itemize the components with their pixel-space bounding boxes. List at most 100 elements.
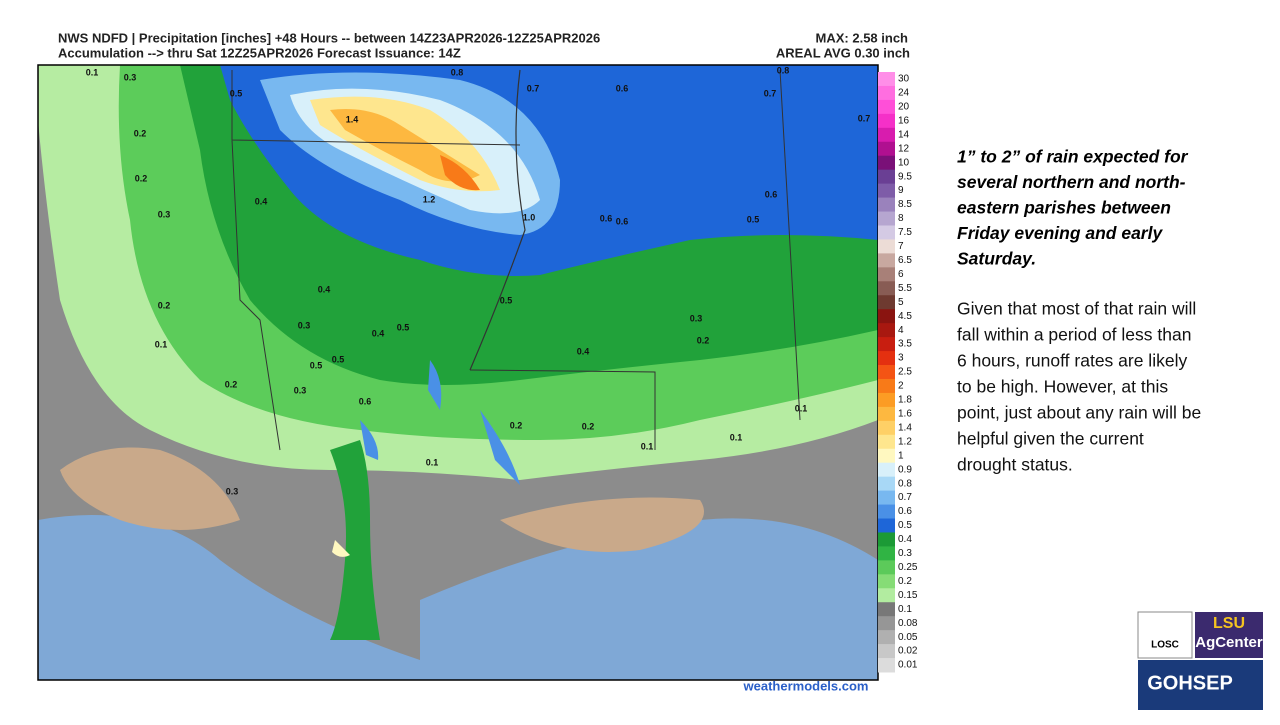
legend: 302420161412109.598.587.576.565.554.543.…	[878, 72, 918, 673]
map-label: 0.2	[582, 421, 595, 431]
legend-swatch	[878, 141, 895, 157]
map-label: 0.5	[747, 214, 760, 224]
legend-swatch	[878, 392, 895, 408]
heading-line: Friday evening and early	[957, 223, 1163, 243]
legend-swatch	[878, 127, 895, 143]
legend-label: 9.5	[898, 171, 912, 182]
legend-swatch	[878, 434, 895, 450]
legend-swatch	[878, 490, 895, 506]
map-label: 0.1	[641, 441, 654, 451]
legend-label: 5.5	[898, 283, 912, 294]
legend-swatch	[878, 113, 895, 129]
legend-swatch	[878, 155, 895, 171]
map-label: 0.7	[527, 83, 540, 93]
legend-label: 0.4	[898, 534, 912, 545]
map-label: 0.4	[577, 346, 590, 356]
legend-label: 0.5	[898, 520, 912, 531]
map-label: 0.7	[764, 88, 777, 98]
legend-swatch	[878, 574, 895, 589]
map-label: 1.2	[423, 194, 436, 204]
legend-swatch	[878, 72, 895, 87]
legend-label: 1	[898, 450, 904, 461]
legend-swatch	[878, 267, 895, 282]
legend-label: 20	[898, 102, 910, 113]
legend-label: 0.1	[898, 604, 912, 615]
legend-label: 3.5	[898, 339, 912, 350]
map-label: 0.3	[298, 320, 311, 330]
legend-swatch	[878, 85, 895, 101]
legend-label: 3	[898, 353, 904, 364]
legend-swatch	[878, 239, 895, 254]
map-label: 0.3	[690, 313, 703, 323]
map-label: 0.4	[372, 328, 385, 338]
legend-label: 9	[898, 185, 904, 196]
legend-label: 0.9	[898, 464, 912, 475]
heading-line: several northern and north-	[957, 172, 1186, 192]
legend-swatch	[878, 420, 895, 436]
legend-swatch	[878, 560, 895, 575]
map-label: 0.2	[697, 335, 710, 345]
map-label: 0.1	[730, 432, 743, 442]
source-label: weathermodels.com	[743, 678, 869, 693]
map-label: 0.6	[600, 213, 613, 223]
legend-swatch	[878, 309, 895, 324]
legend-swatch	[878, 337, 895, 352]
map-label: 0.3	[226, 486, 239, 496]
legend-label: 4	[898, 325, 904, 336]
max-label: MAX: 2.58 inch	[816, 30, 909, 45]
legend-label: 24	[898, 88, 910, 99]
lsu-logo	[1195, 612, 1263, 658]
map-label: 0.8	[777, 65, 790, 75]
legend-label: 1.4	[898, 422, 912, 433]
map-label: 0.2	[158, 300, 171, 310]
legend-label: 30	[898, 74, 910, 85]
legend-swatch	[878, 378, 895, 394]
legend-label: 10	[898, 157, 910, 168]
legend-swatch	[878, 406, 895, 422]
legend-swatch	[878, 295, 895, 310]
legend-label: 2	[898, 381, 904, 392]
legend-swatch	[878, 197, 895, 213]
map-label: 0.5	[230, 88, 243, 98]
legend-swatch	[878, 99, 895, 115]
legend-label: 16	[898, 115, 910, 126]
legend-label: 0.05	[898, 632, 918, 643]
map-label: 0.5	[500, 295, 513, 305]
body-line: fall within a period of less than	[957, 325, 1191, 345]
legend-swatch	[878, 253, 895, 268]
legend-label: 0.8	[898, 478, 912, 489]
heading-line: 1” to 2” of rain expected for	[957, 147, 1189, 167]
map-label: 0.5	[332, 354, 345, 364]
map-label: 0.4	[318, 284, 331, 294]
legend-swatch	[878, 462, 895, 478]
map-label: 0.1	[86, 67, 99, 77]
legend-label: 0.01	[898, 660, 918, 671]
map-label: 0.5	[397, 322, 410, 332]
map-label: 0.6	[616, 83, 629, 93]
legend-label: 6	[898, 269, 904, 280]
map-label: 1.0	[523, 212, 536, 222]
body-line: drought status.	[957, 455, 1073, 475]
legend-swatch	[878, 211, 895, 226]
heading-line: Saturday.	[957, 249, 1036, 269]
map-label: 0.1	[426, 457, 439, 467]
body-line: Given that most of that rain will	[957, 299, 1196, 319]
legend-swatch	[878, 658, 895, 673]
map-label: 0.6	[616, 216, 629, 226]
legend-label: 1.2	[898, 436, 912, 447]
legend-label: 0.15	[898, 590, 918, 601]
legend-swatch	[878, 448, 895, 464]
legend-swatch	[878, 183, 895, 199]
legend-swatch	[878, 504, 895, 520]
losc-text: LOSC	[1151, 640, 1179, 651]
legend-swatch	[878, 546, 895, 561]
map-label: 0.8	[451, 67, 464, 77]
map-label: 0.4	[255, 196, 268, 206]
legend-label: 2.5	[898, 367, 912, 378]
legend-swatch	[878, 616, 895, 631]
map-label: 0.3	[294, 385, 307, 395]
legend-label: 7.5	[898, 227, 912, 238]
legend-label: 5	[898, 297, 904, 308]
map-label: 0.5	[310, 360, 323, 370]
